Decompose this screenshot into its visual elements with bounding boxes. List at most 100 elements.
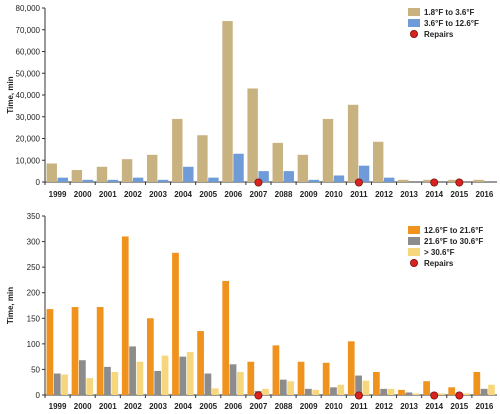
bar: [448, 387, 456, 395]
bar: [82, 179, 94, 182]
bar: [229, 364, 237, 395]
x-tick-label: 2016: [476, 402, 494, 411]
repair-marker: [430, 178, 439, 187]
repair-marker: [254, 178, 263, 187]
bar: [448, 179, 459, 182]
legend-repair-marker: [409, 258, 418, 267]
x-tick-label: 2004: [174, 402, 192, 411]
legend-entry: 1.8°F to 3.6°F: [424, 8, 475, 17]
bar: [61, 374, 68, 395]
bar: [233, 153, 244, 182]
bar: [373, 371, 380, 395]
bar: [96, 307, 104, 395]
bar: [384, 177, 395, 182]
legend-swatch: [408, 226, 420, 234]
bar: [172, 118, 183, 182]
x-tick-label: 2007: [250, 402, 268, 411]
legend-entry: 12.6°F to 21.6°F: [424, 226, 483, 235]
y-tick-label: 250: [27, 263, 41, 272]
bar: [147, 154, 158, 182]
bar: [398, 179, 409, 182]
bar: [136, 361, 144, 395]
x-tick-label: 2013: [400, 402, 418, 411]
x-tick-label: 2002: [124, 190, 142, 199]
y-axis-title: Time, min: [6, 287, 15, 324]
bar: [488, 384, 495, 395]
legend-swatch: [408, 237, 420, 245]
x-tick-label: 2002: [124, 402, 142, 411]
bar: [333, 175, 345, 182]
repair-marker: [254, 391, 263, 400]
repair-marker: [354, 178, 363, 187]
bar: [398, 389, 405, 395]
legend-entry: 3.6°F to 12.6°F: [424, 19, 479, 28]
bar: [197, 135, 208, 182]
bar: [129, 346, 136, 395]
bar: [347, 341, 355, 395]
legend-entry-repairs: Repairs: [424, 30, 454, 39]
bar: [121, 236, 129, 395]
bar: [347, 104, 359, 182]
bar: [71, 307, 79, 395]
bar: [322, 362, 330, 395]
bar: [297, 154, 309, 182]
x-tick-label: 2005: [199, 402, 217, 411]
bar: [96, 166, 108, 182]
bar: [337, 384, 345, 395]
x-tick-label: 2014: [425, 190, 443, 199]
bar: [46, 163, 57, 182]
y-tick-label: 100: [27, 340, 41, 349]
bar: [308, 179, 320, 182]
bar: [423, 179, 434, 182]
legend-entry-repairs: Repairs: [424, 259, 454, 268]
x-tick-label: 2011: [350, 190, 368, 199]
bar: [258, 171, 269, 182]
bar: [463, 393, 470, 395]
bar: [247, 361, 255, 395]
legend-entry: > 30.6°F: [424, 248, 455, 257]
bar: [186, 352, 194, 395]
bar: [362, 380, 370, 395]
bar: [111, 371, 119, 395]
x-tick-label: 2015: [450, 402, 468, 411]
bar: [183, 166, 194, 182]
repair-marker: [430, 391, 439, 400]
bar: [480, 388, 488, 395]
legend-swatch: [408, 19, 420, 27]
bar: [405, 392, 413, 395]
x-tick-label: 2088: [275, 190, 293, 199]
y-tick-label: 150: [27, 314, 41, 323]
y-tick-label: 30,000: [16, 113, 41, 122]
top-chart-panel: 0 10,000 20,000 30,000 40,000 50,000 60,000 70,…: [6, 4, 497, 199]
y-tick-label: 0: [36, 178, 41, 187]
bar: [71, 170, 83, 182]
x-tick-label: 2088: [275, 402, 293, 411]
x-tick-label: 1999: [49, 402, 67, 411]
x-tick-label: 2004: [174, 190, 192, 199]
bar: [297, 361, 305, 395]
bar: [423, 381, 430, 395]
x-tick-label: 2003: [149, 190, 167, 199]
bar: [179, 356, 187, 395]
y-tick-label: 50,000: [16, 69, 41, 78]
bar: [197, 331, 204, 395]
y-tick-label: 70,000: [16, 26, 41, 35]
x-tick-label: 2007: [250, 190, 268, 199]
repair-marker: [455, 391, 464, 400]
bar: [272, 142, 283, 182]
x-tick-label: 2010: [325, 402, 343, 411]
bar: [473, 179, 484, 182]
bar: [172, 252, 179, 395]
bar: [222, 280, 230, 395]
bar: [272, 345, 280, 395]
bar: [121, 159, 133, 182]
bar: [204, 373, 212, 395]
bar: [312, 389, 320, 395]
bar: [387, 388, 395, 395]
x-tick-label: 2012: [375, 402, 393, 411]
bar: [412, 393, 420, 395]
legend-entry: 21.6°F to 30.6°F: [424, 237, 483, 246]
bar: [279, 379, 287, 395]
bar: [237, 371, 244, 395]
